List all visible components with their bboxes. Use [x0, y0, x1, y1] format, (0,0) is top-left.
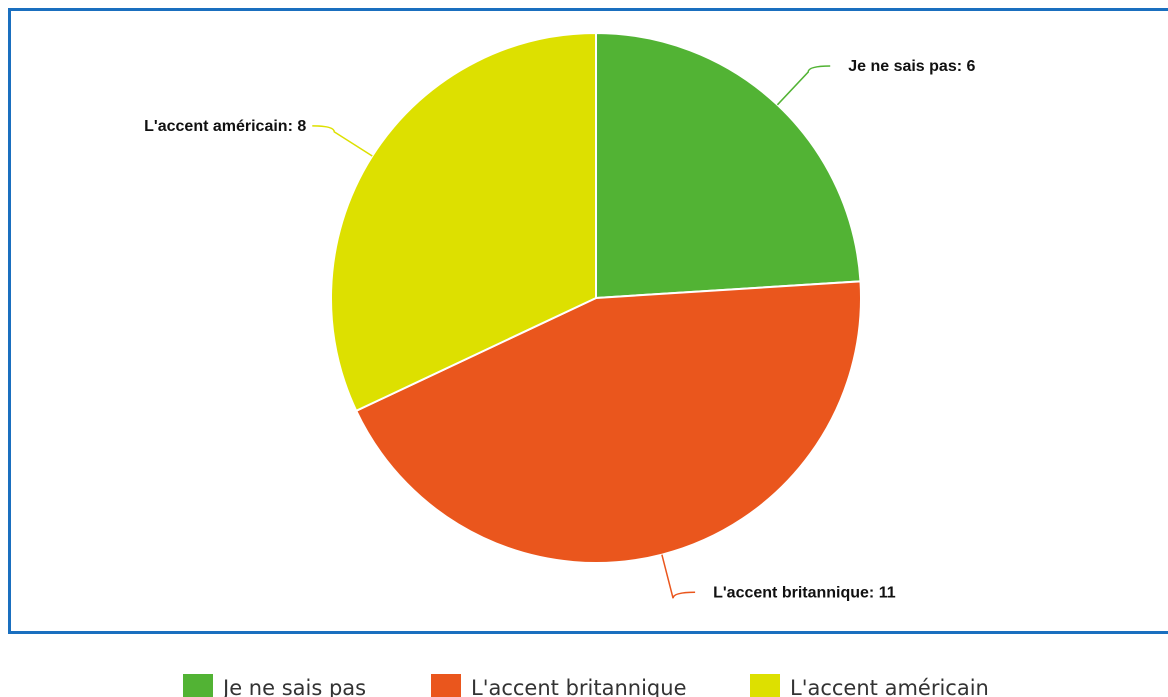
legend-swatch: [183, 674, 213, 697]
legend-swatch: [750, 674, 780, 697]
legend-label: L'accent américain: [790, 676, 989, 697]
legend-label: Je ne sais pas: [221, 676, 366, 697]
leader-line: [312, 125, 373, 157]
legend-swatch: [431, 674, 461, 697]
leader-line: [661, 554, 696, 599]
pie-slice: [595, 31, 862, 300]
data-label: L'accent américain: 8: [144, 118, 306, 135]
leader-line: [776, 65, 831, 106]
data-label: Je ne sais pas: 6: [848, 58, 975, 75]
data-label: L'accent britannique: 11: [713, 584, 896, 601]
legend-label: L'accent britannique: [471, 676, 687, 697]
